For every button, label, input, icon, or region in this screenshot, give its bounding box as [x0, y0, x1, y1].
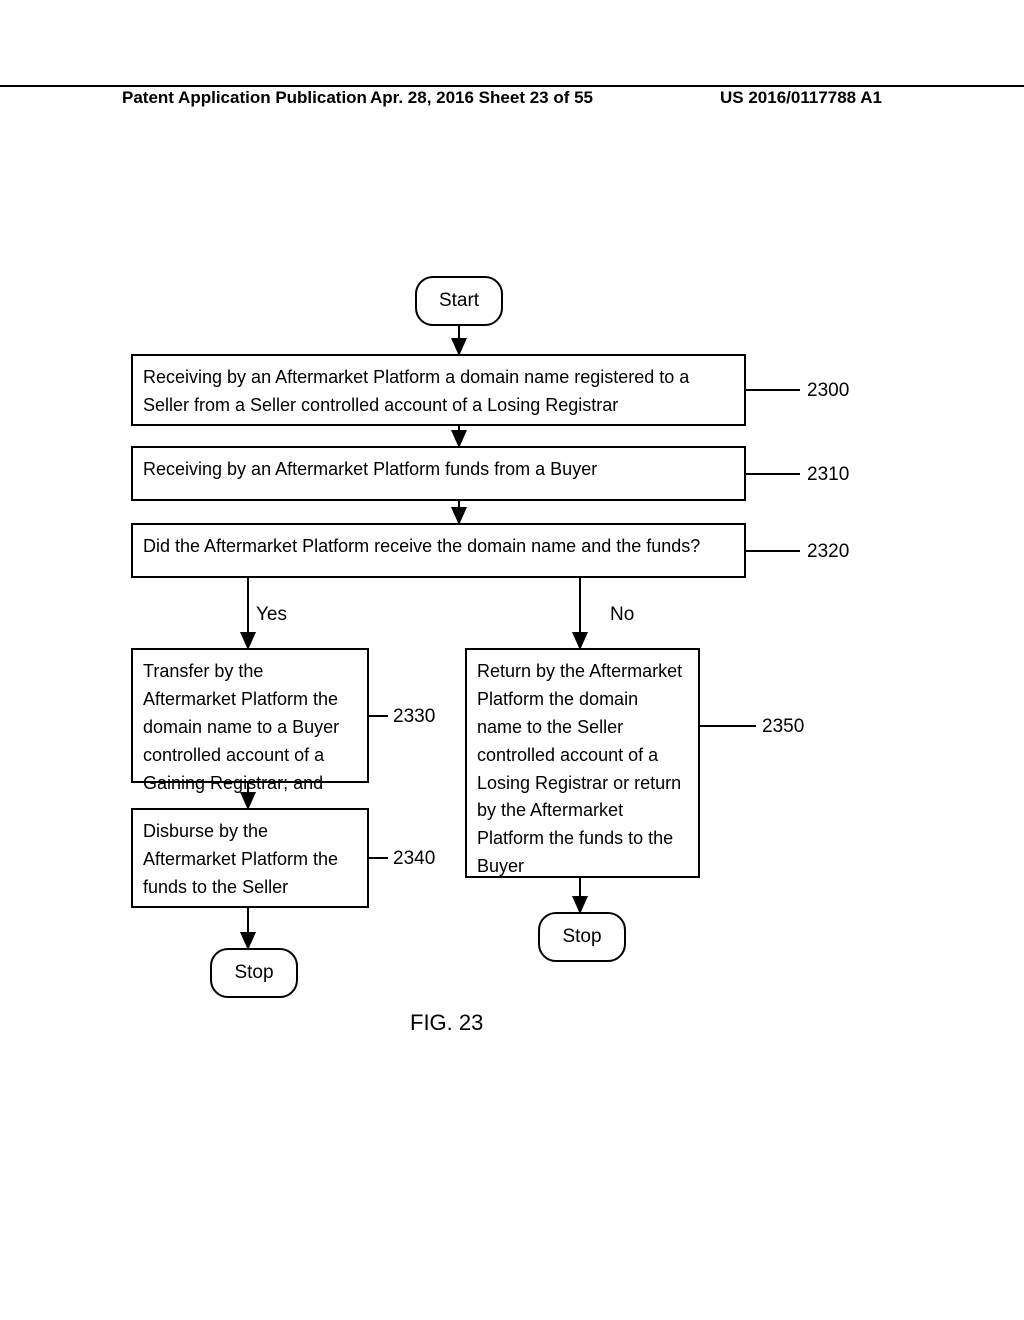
- ref-2320: 2320: [807, 541, 849, 563]
- ref-2340: 2340: [393, 848, 435, 870]
- ref-2330: 2330: [393, 706, 435, 728]
- process-2310: Receiving by an Aftermarket Platform fun…: [131, 446, 746, 501]
- figure-caption: FIG. 23: [410, 1010, 483, 1036]
- process-2300-text: Receiving by an Aftermarket Platform a d…: [143, 367, 689, 415]
- process-2350: Return by the Aftermarket Platform the d…: [465, 648, 700, 878]
- start-terminal: Start: [415, 276, 503, 326]
- process-2340-text: Disburse by the Aftermarket Platform the…: [143, 821, 338, 897]
- flowchart-figure: Start Receiving by an Aftermarket Platfo…: [0, 0, 1024, 1320]
- process-2330: Transfer by the Aftermarket Platform the…: [131, 648, 369, 783]
- stop-label-right: Stop: [562, 926, 601, 948]
- ref-2350: 2350: [762, 716, 804, 738]
- process-2350-text: Return by the Aftermarket Platform the d…: [477, 661, 682, 876]
- process-2310-text: Receiving by an Aftermarket Platform fun…: [143, 459, 597, 479]
- ref-2310: 2310: [807, 464, 849, 486]
- stop-label-left: Stop: [234, 962, 273, 984]
- stop-terminal-left: Stop: [210, 948, 298, 998]
- ref-2300: 2300: [807, 380, 849, 402]
- stop-terminal-right: Stop: [538, 912, 626, 962]
- process-2330-text: Transfer by the Aftermarket Platform the…: [143, 661, 339, 793]
- process-2300: Receiving by an Aftermarket Platform a d…: [131, 354, 746, 426]
- process-2340: Disburse by the Aftermarket Platform the…: [131, 808, 369, 908]
- decision-yes-label: Yes: [256, 604, 287, 626]
- decision-2320: Did the Aftermarket Platform receive the…: [131, 523, 746, 578]
- decision-2320-text: Did the Aftermarket Platform receive the…: [143, 536, 700, 556]
- decision-no-label: No: [610, 604, 634, 626]
- start-label: Start: [439, 290, 479, 312]
